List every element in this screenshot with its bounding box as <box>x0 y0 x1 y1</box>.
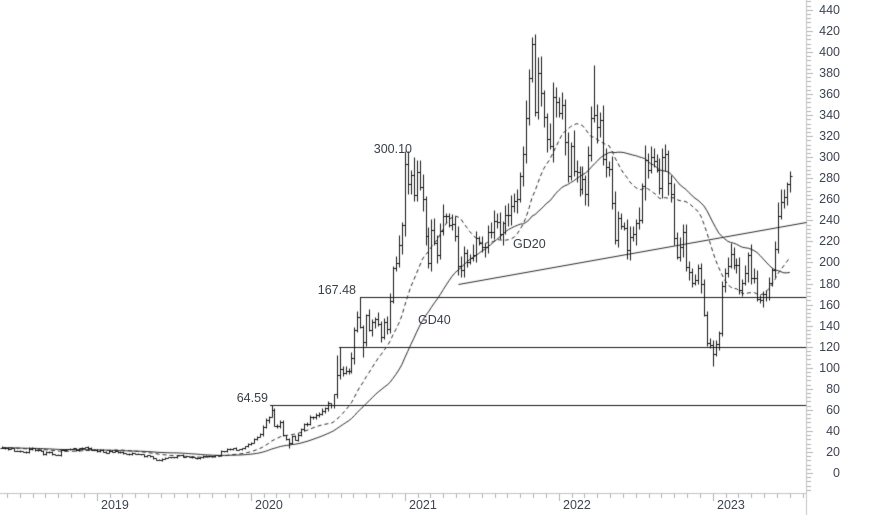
y-axis-tick-label: 420 <box>819 24 840 38</box>
y-axis-tick-label: 220 <box>819 234 840 248</box>
y-axis-tick-label: 240 <box>819 213 840 227</box>
moving-average-label: GD20 <box>513 237 546 251</box>
x-axis-year-label: 2021 <box>409 498 437 512</box>
y-axis-tick-label: 200 <box>819 255 840 269</box>
y-axis-tick-label: 60 <box>826 403 840 417</box>
x-axis-year-label: 2020 <box>255 498 283 512</box>
y-axis-tick-label: 360 <box>819 87 840 101</box>
y-axis-tick-label: 300 <box>819 150 840 164</box>
y-axis-tick-label: 80 <box>826 382 840 396</box>
y-axis-tick-label: 380 <box>819 66 840 80</box>
price-level-label: 300.10 <box>373 142 412 156</box>
y-axis-tick-label: 140 <box>819 319 840 333</box>
y-axis-tick-label: 100 <box>819 361 840 375</box>
x-axis-year-label: 2022 <box>563 498 591 512</box>
y-axis-tick-label: 340 <box>819 108 840 122</box>
y-axis-tick-label: 400 <box>819 45 840 59</box>
y-axis-tick-label: 40 <box>826 424 840 438</box>
x-axis-year-label: 2019 <box>101 498 129 512</box>
y-axis-tick-label: 260 <box>819 192 840 206</box>
y-axis-tick-label: 160 <box>819 298 840 312</box>
y-axis-tick-label: 20 <box>826 445 840 459</box>
moving-average-label: GD40 <box>418 313 451 327</box>
x-axis-year-label: 2023 <box>717 498 745 512</box>
price-level-label: 64.59 <box>236 391 268 405</box>
y-axis-tick-label: 320 <box>819 129 840 143</box>
y-axis-tick-label: 0 <box>833 466 840 480</box>
y-axis-tick-label: 280 <box>819 171 840 185</box>
y-axis-tick-label: 440 <box>819 3 840 17</box>
y-axis-tick-label: 180 <box>819 277 840 291</box>
y-axis-tick-label: 120 <box>819 340 840 354</box>
price-level-label: 167.48 <box>317 283 356 297</box>
